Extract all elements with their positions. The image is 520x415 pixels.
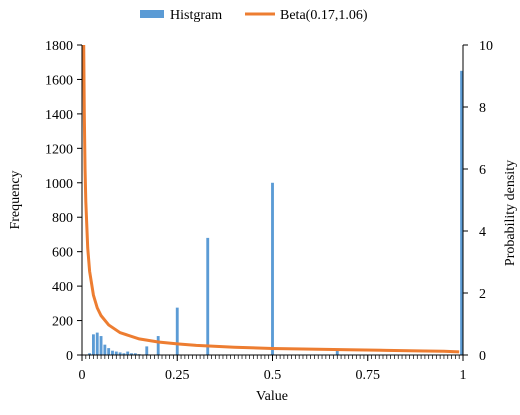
- histogram-bar: [126, 351, 130, 355]
- left-y-tick-label: 1400: [45, 108, 73, 123]
- legend-histogram-swatch: [140, 10, 164, 18]
- x-tick-label: 1: [460, 368, 467, 383]
- left-y-tick-label: 1800: [45, 39, 73, 54]
- histogram-bar: [130, 353, 133, 355]
- histogram-bar: [92, 334, 95, 355]
- right-axis-title: Probability density: [503, 160, 518, 266]
- left-y-tick-label: 400: [52, 280, 73, 295]
- histogram-bar: [271, 182, 274, 355]
- right-y-tick-label: 6: [479, 163, 486, 178]
- left-y-tick-label: 200: [52, 315, 73, 330]
- legend-histogram-label: Histgram: [170, 8, 222, 23]
- histogram-bar: [111, 350, 114, 355]
- left-y-tick-label: 0: [66, 349, 73, 364]
- x-tick-label: 0.75: [356, 368, 381, 383]
- histogram-bar: [99, 336, 103, 355]
- histogram-bar: [145, 346, 149, 355]
- left-y-ticks: 0 200 400 600 800 1000 1200 1400 1600 1800: [45, 39, 82, 364]
- x-tick-label: 0: [79, 368, 86, 383]
- left-y-tick-label: 800: [52, 211, 73, 226]
- right-y-tick-label: 2: [479, 287, 486, 302]
- left-axis-title: Frequency: [8, 170, 23, 229]
- histogram-bars: [84, 70, 463, 355]
- x-axis-title: Value: [256, 389, 288, 404]
- histogram-bar: [118, 352, 122, 355]
- histogram-bar: [114, 351, 118, 355]
- right-y-tick-label: 0: [479, 349, 486, 364]
- legend: Histgram Beta(0.17,1.06): [140, 8, 368, 23]
- left-y-tick-label: 600: [52, 246, 73, 261]
- right-y-tick-label: 4: [479, 225, 486, 240]
- x-ticks: 0 0.25 0.5 0.75 1: [79, 355, 467, 383]
- histogram-bar: [88, 353, 92, 355]
- histogram-bar: [156, 336, 160, 355]
- axes: 0 0.25 0.5 0.75 1 0 200 400 600 800 1000 1200 1400 1…: [45, 39, 493, 383]
- x-tick-label: 0.25: [165, 368, 190, 383]
- left-y-tick-label: 1600: [45, 73, 73, 88]
- right-y-tick-label: 8: [479, 101, 486, 116]
- x-tick-label: 0.5: [264, 368, 282, 383]
- right-y-tick-label: 10: [479, 39, 493, 54]
- histogram-bar: [107, 348, 111, 355]
- histogram-bar: [175, 307, 179, 355]
- x-minor-ticks: [85, 355, 460, 359]
- left-y-tick-label: 1200: [45, 142, 73, 157]
- legend-beta-label: Beta(0.17,1.06): [280, 8, 368, 23]
- histogram-bar: [206, 237, 210, 355]
- right-y-ticks: 0 2 4 6 8 10: [463, 39, 493, 364]
- histogram-bar: [122, 353, 126, 355]
- histogram-bar: [460, 70, 463, 355]
- left-y-tick-label: 1000: [45, 177, 73, 192]
- histogram-bar: [335, 350, 339, 355]
- histogram-bar: [133, 353, 137, 355]
- histogram-bar: [103, 344, 107, 355]
- histogram-bar: [95, 332, 99, 355]
- beta-density-line: [82, 44, 460, 354]
